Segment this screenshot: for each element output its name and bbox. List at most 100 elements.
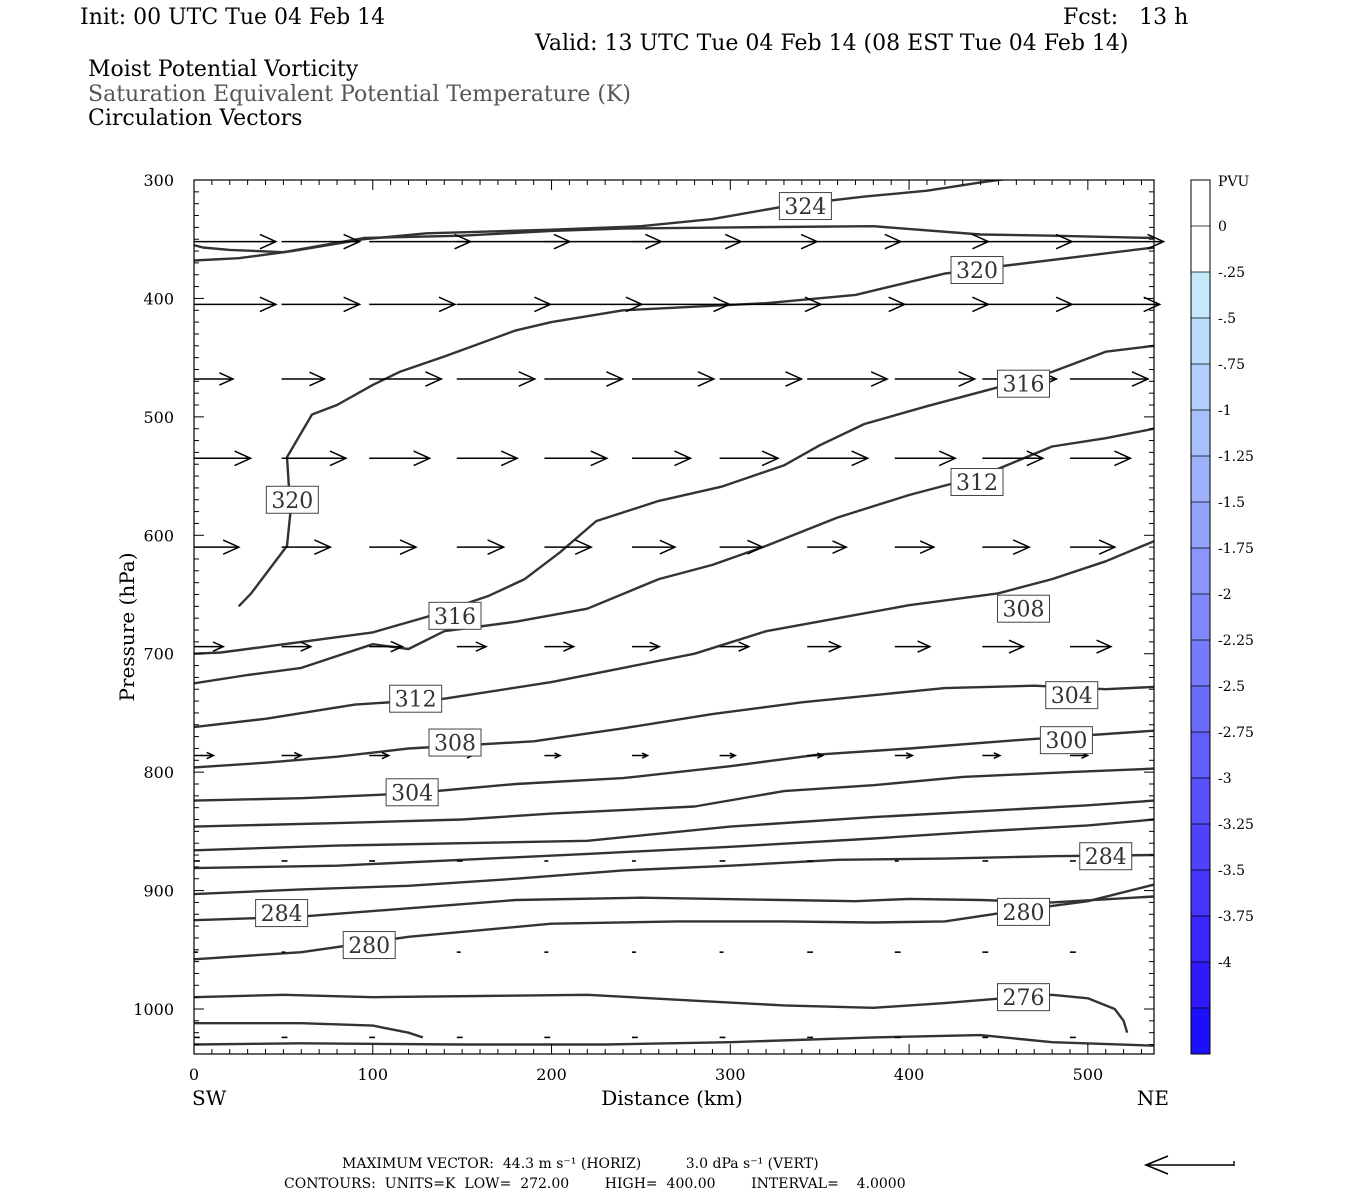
vector-arrow xyxy=(194,296,278,313)
colorbar-tick-label: -1.25 xyxy=(1218,449,1254,465)
field-title-thetae: Saturation Equivalent Potential Temperat… xyxy=(88,82,631,107)
plot-background xyxy=(194,180,1154,1054)
vector-head xyxy=(993,752,1002,760)
vector-head xyxy=(917,640,932,653)
vector-head xyxy=(390,640,405,653)
x-axis-title: Distance (km) xyxy=(601,1086,743,1110)
contour-label: 304 xyxy=(385,778,439,807)
colorbar-swatch xyxy=(1191,732,1210,779)
vector-arrow xyxy=(719,752,738,759)
vector-arrow xyxy=(281,641,313,652)
vector-head xyxy=(293,751,303,760)
field-title-mpv: Moist Potential Vorticity xyxy=(88,57,359,82)
contour-line-5 xyxy=(194,540,1154,729)
vector-arrow xyxy=(369,296,457,313)
contour-label-text: 324 xyxy=(784,195,826,220)
vector-arrow xyxy=(894,540,936,554)
y-tick-label: 400 xyxy=(143,289,174,308)
contour-label: 320 xyxy=(950,256,1004,285)
contour-line-9 xyxy=(194,799,1154,852)
vector-head xyxy=(554,752,562,759)
colorbar-tick-label: -4 xyxy=(1218,955,1232,971)
contour-label-box xyxy=(265,485,319,514)
vector-arrow xyxy=(1069,450,1133,467)
colorbar-swatch xyxy=(1191,962,1210,1009)
colorbar-swatch xyxy=(1191,548,1210,595)
vector-arrow xyxy=(719,539,765,555)
vector-head xyxy=(259,233,278,250)
vector-arrow xyxy=(281,371,327,387)
colorbar-tick-label: -1.5 xyxy=(1218,495,1245,511)
vector-arrow xyxy=(894,752,915,760)
field-title-vectors: Circulation Vectors xyxy=(88,106,303,131)
contour-label-box xyxy=(428,728,482,757)
vector-arrow xyxy=(982,450,1045,467)
vector-arrow xyxy=(281,539,333,556)
colorbar-tick-label: -3.5 xyxy=(1218,863,1245,879)
vector-head xyxy=(938,450,958,467)
y-tick-label: 500 xyxy=(143,408,174,427)
colorbar-swatch xyxy=(1191,226,1210,273)
colorbar-tick-label: -1 xyxy=(1218,403,1232,419)
vector-arrow xyxy=(456,539,506,556)
contour-line-16 xyxy=(194,1033,1154,1047)
contour-label: 280 xyxy=(996,897,1050,926)
colorbar-swatch xyxy=(1191,778,1210,825)
contour-label-box xyxy=(950,256,1004,285)
vector-head xyxy=(606,371,625,387)
vector-arrow xyxy=(894,450,958,467)
vector-head xyxy=(518,371,537,387)
vector-head xyxy=(399,539,418,556)
reference-vector xyxy=(1143,1155,1235,1175)
contour-label-text: 308 xyxy=(1002,598,1044,623)
colorbar-swatch xyxy=(1191,870,1210,917)
vector-arrow xyxy=(1069,296,1162,313)
contour-label: 280 xyxy=(342,931,396,960)
vector-head xyxy=(1114,450,1133,467)
vector-head xyxy=(659,539,677,555)
plot-frame xyxy=(193,179,1155,1055)
vector-head xyxy=(817,752,825,759)
vector-head xyxy=(475,641,488,652)
contour-label: 308 xyxy=(428,728,482,757)
colorbar-swatch xyxy=(1191,594,1210,641)
contour-label-text: 280 xyxy=(1002,901,1044,926)
vector-arrow xyxy=(544,641,576,652)
vector-arrow xyxy=(194,539,241,555)
contour-line-11 xyxy=(194,853,1154,896)
contour-labels: 3243203203163163123123083083043043002842… xyxy=(255,192,1133,1012)
x-end-label-sw: SW xyxy=(192,1086,227,1110)
vector-arrow xyxy=(631,450,693,467)
vector-head xyxy=(314,539,333,556)
contour-label: 312 xyxy=(950,467,1004,496)
vector-arrow xyxy=(719,450,780,467)
vector-head xyxy=(487,539,506,556)
colorbar: PVU 0 -.25 -.5 -.75 -1 -1.25 -1.5 -1.75 -2 -2.25 -2… xyxy=(1190,174,1254,1055)
vector-head xyxy=(500,450,520,467)
vector-arrow xyxy=(631,539,677,555)
vector-arrow xyxy=(1069,539,1117,555)
vector-arrow xyxy=(456,371,537,387)
colorbar-swatch xyxy=(1191,180,1210,227)
colorbar-tick-label: -2.75 xyxy=(1218,725,1254,741)
colorbar-tick-label: -.75 xyxy=(1218,357,1245,373)
vector-head xyxy=(851,450,870,467)
axes: 300 400 500 600 700 800 900 1000 0 100 200 300 400 50… xyxy=(115,171,1169,1110)
vector-arrow xyxy=(807,540,849,554)
contour-info-note: CONTOURS: UNITS=K LOW= 272.00 HIGH= 400.… xyxy=(284,1176,906,1192)
vector-arrow xyxy=(1069,639,1113,654)
y-tick-label: 800 xyxy=(143,763,174,782)
vector-head xyxy=(212,641,226,652)
contour-label-box xyxy=(778,192,832,221)
contour-label: 324 xyxy=(778,192,832,221)
vector-arrow xyxy=(982,639,1026,654)
vector-head xyxy=(206,751,216,760)
contour-label: 320 xyxy=(265,485,319,514)
vector-arrow xyxy=(719,371,804,387)
contour-line-7 xyxy=(194,729,1154,802)
vector-head xyxy=(1098,539,1117,555)
contour-label-text: 320 xyxy=(271,489,313,514)
contour-label-box xyxy=(996,983,1050,1012)
vector-head xyxy=(674,450,693,467)
contour-label-box xyxy=(342,931,396,960)
